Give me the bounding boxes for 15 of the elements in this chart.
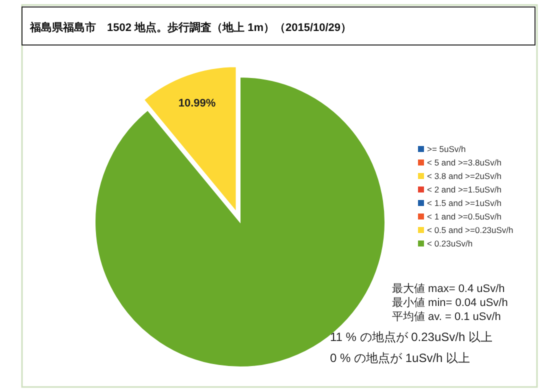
text: 0 % の地点が 1uSv/h 以上 <box>330 351 470 365</box>
legend-label: < 2 and >=1.5uSv/h <box>427 184 502 194</box>
text: 最小値 min= 0.04 uSv/h <box>392 296 508 309</box>
legend-label: < 3.8 and >=2uSv/h <box>427 171 502 181</box>
text: 11 % の地点が 0.23uSv/h 以上 <box>330 330 493 344</box>
data-label: 10.99% <box>178 97 216 110</box>
text: 最大値 max= 0.4 uSv/h <box>392 282 505 295</box>
legend-label: < 1 and >=0.5uSv/h <box>427 212 502 222</box>
legend-label: < 5 and >=3.8uSv/h <box>427 158 502 168</box>
legend-label: < 0.5 and >=0.23uSv/h <box>427 225 514 235</box>
legend-label: < 1.5 and >=1uSv/h <box>427 198 502 208</box>
chart-title: 福島県福島市 1502 地点。歩行調査（地上 1m）（2015/10/29） <box>29 21 352 34</box>
text: 平均値 av. = 0.1 uSv/h <box>392 311 501 323</box>
legend-label: >= 5uSv/h <box>427 144 466 154</box>
legend-label: < 0.23uSv/h <box>427 238 473 248</box>
